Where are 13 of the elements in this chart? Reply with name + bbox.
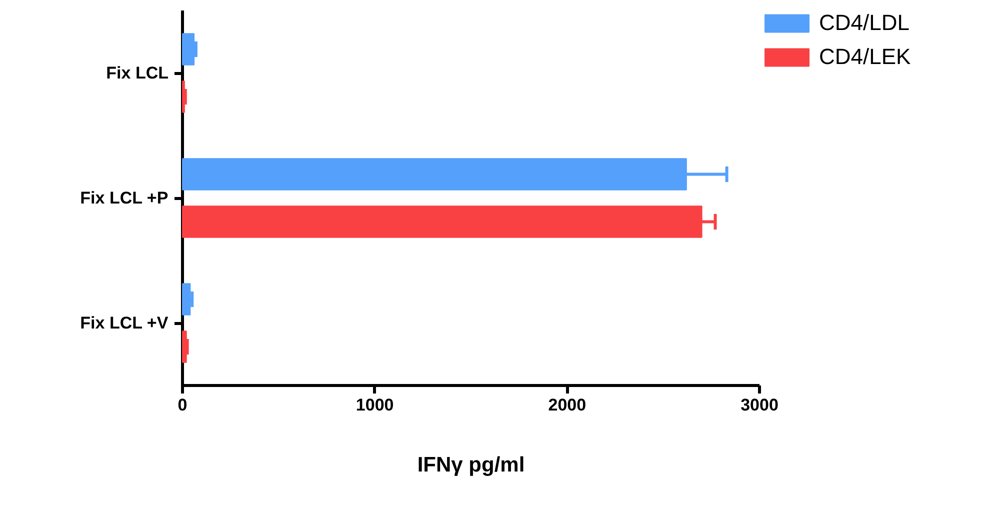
y-tick-label: Fix LCL +V <box>80 314 169 332</box>
x-tick-label: 1000 <box>356 396 394 414</box>
legend-label: CD4/LEK <box>819 44 911 70</box>
x-tick-label: 3000 <box>740 396 778 414</box>
x-tick-label: 2000 <box>548 396 586 414</box>
x-axis-title: IFNγ pg/ml <box>417 454 525 476</box>
x-tick-label: 0 <box>178 396 188 414</box>
legend-label: CD4/LDL <box>819 10 910 36</box>
bar <box>182 283 191 316</box>
bar <box>182 330 187 363</box>
y-tick-label: Fix LCL +P <box>80 188 168 208</box>
y-tick-label: Fix LCL <box>106 64 169 82</box>
bar <box>182 33 195 66</box>
